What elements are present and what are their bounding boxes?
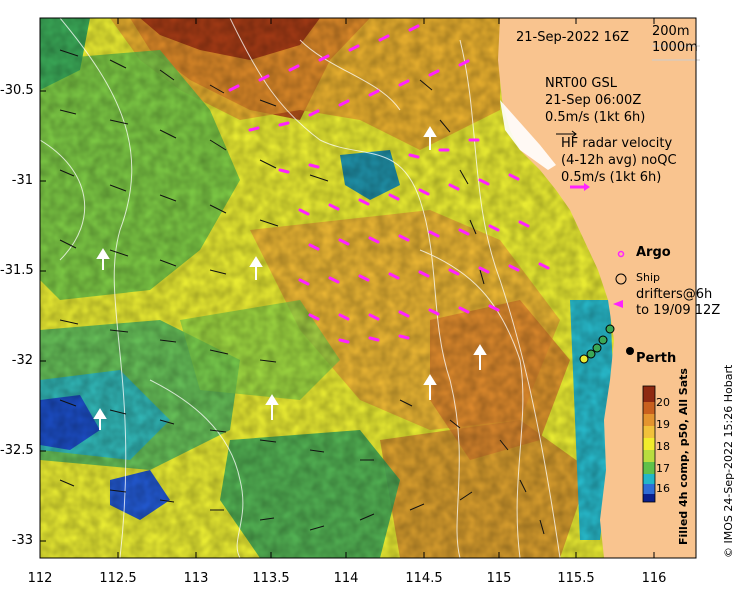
lon-tick-label: 113.5: [252, 571, 290, 586]
colorbar: [642, 385, 656, 503]
drifter-track: [579, 324, 615, 364]
lat-tick-label: -33: [11, 533, 33, 548]
nodata-coast: [500, 100, 556, 170]
map-timestamp: 21-Sep-2022 16Z: [516, 30, 630, 45]
plot-frame: [39, 17, 697, 559]
legend-radar-arrowhead-icon: [584, 183, 590, 191]
lon-tick-label: 112.5: [99, 571, 137, 586]
colorbar-tick: 17: [656, 462, 670, 475]
lon-tick-label: 113: [183, 571, 209, 586]
colorbar-tick: 20: [656, 396, 670, 409]
argo-label: Argo: [636, 245, 671, 260]
drifters-label-1: drifters@6h: [636, 287, 713, 302]
depth-label-200: 200m: [652, 24, 690, 39]
ship-label: Ship: [636, 271, 660, 284]
lat-tick-label: -31.5: [0, 263, 34, 278]
radar-avg: (4-12h avg) noQC: [561, 153, 677, 168]
drifters-label-2: to 19/09 12Z: [636, 303, 721, 318]
lat-tick-label: -32: [11, 353, 33, 368]
colorbar-title: Filled 4h comp, p50, All Sats: [677, 368, 690, 545]
lat-tick-label: -30.5: [0, 83, 34, 98]
radar-north-arrows: [93, 126, 487, 430]
lon-tick-label: 115: [486, 571, 512, 586]
model-scale: 0.5m/s (1kt 6h): [545, 110, 646, 125]
credit-text: © IMOS 24-Sep-2022 15:26 Hobart: [722, 364, 735, 558]
lat-tick-label: -31: [11, 173, 33, 188]
model-name: NRT00 GSL: [545, 76, 617, 91]
ship-symbol-icon: [615, 273, 627, 285]
argo-symbol-icon: [617, 250, 625, 258]
drifter-symbol-icon: [613, 300, 623, 308]
city-label-perth: Perth: [636, 351, 677, 366]
radar-scale: 0.5m/s (1kt 6h): [561, 170, 662, 185]
lon-tick-label: 114.5: [405, 571, 443, 586]
depth-label-1000: 1000m: [652, 40, 698, 55]
hf-radar-arrows: [228, 24, 550, 344]
colorbar-tick: 16: [656, 482, 670, 495]
lon-tick-label: 114: [333, 571, 359, 586]
radar-title: HF radar velocity: [561, 136, 673, 151]
lon-tick-label: 112: [27, 571, 53, 586]
legend-model-arrow-icon: [556, 130, 577, 138]
colorbar-tick: 19: [656, 418, 670, 431]
model-time: 21-Sep 06:00Z: [545, 93, 642, 108]
perth-marker: [626, 347, 634, 355]
colorbar-tick: 18: [656, 440, 670, 453]
lat-tick-label: -32.5: [0, 443, 34, 458]
axis-ticks: [39, 18, 655, 558]
lon-tick-label: 115.5: [557, 571, 595, 586]
model-current-arrows: [59, 49, 545, 535]
lon-tick-label: 116: [641, 571, 667, 586]
